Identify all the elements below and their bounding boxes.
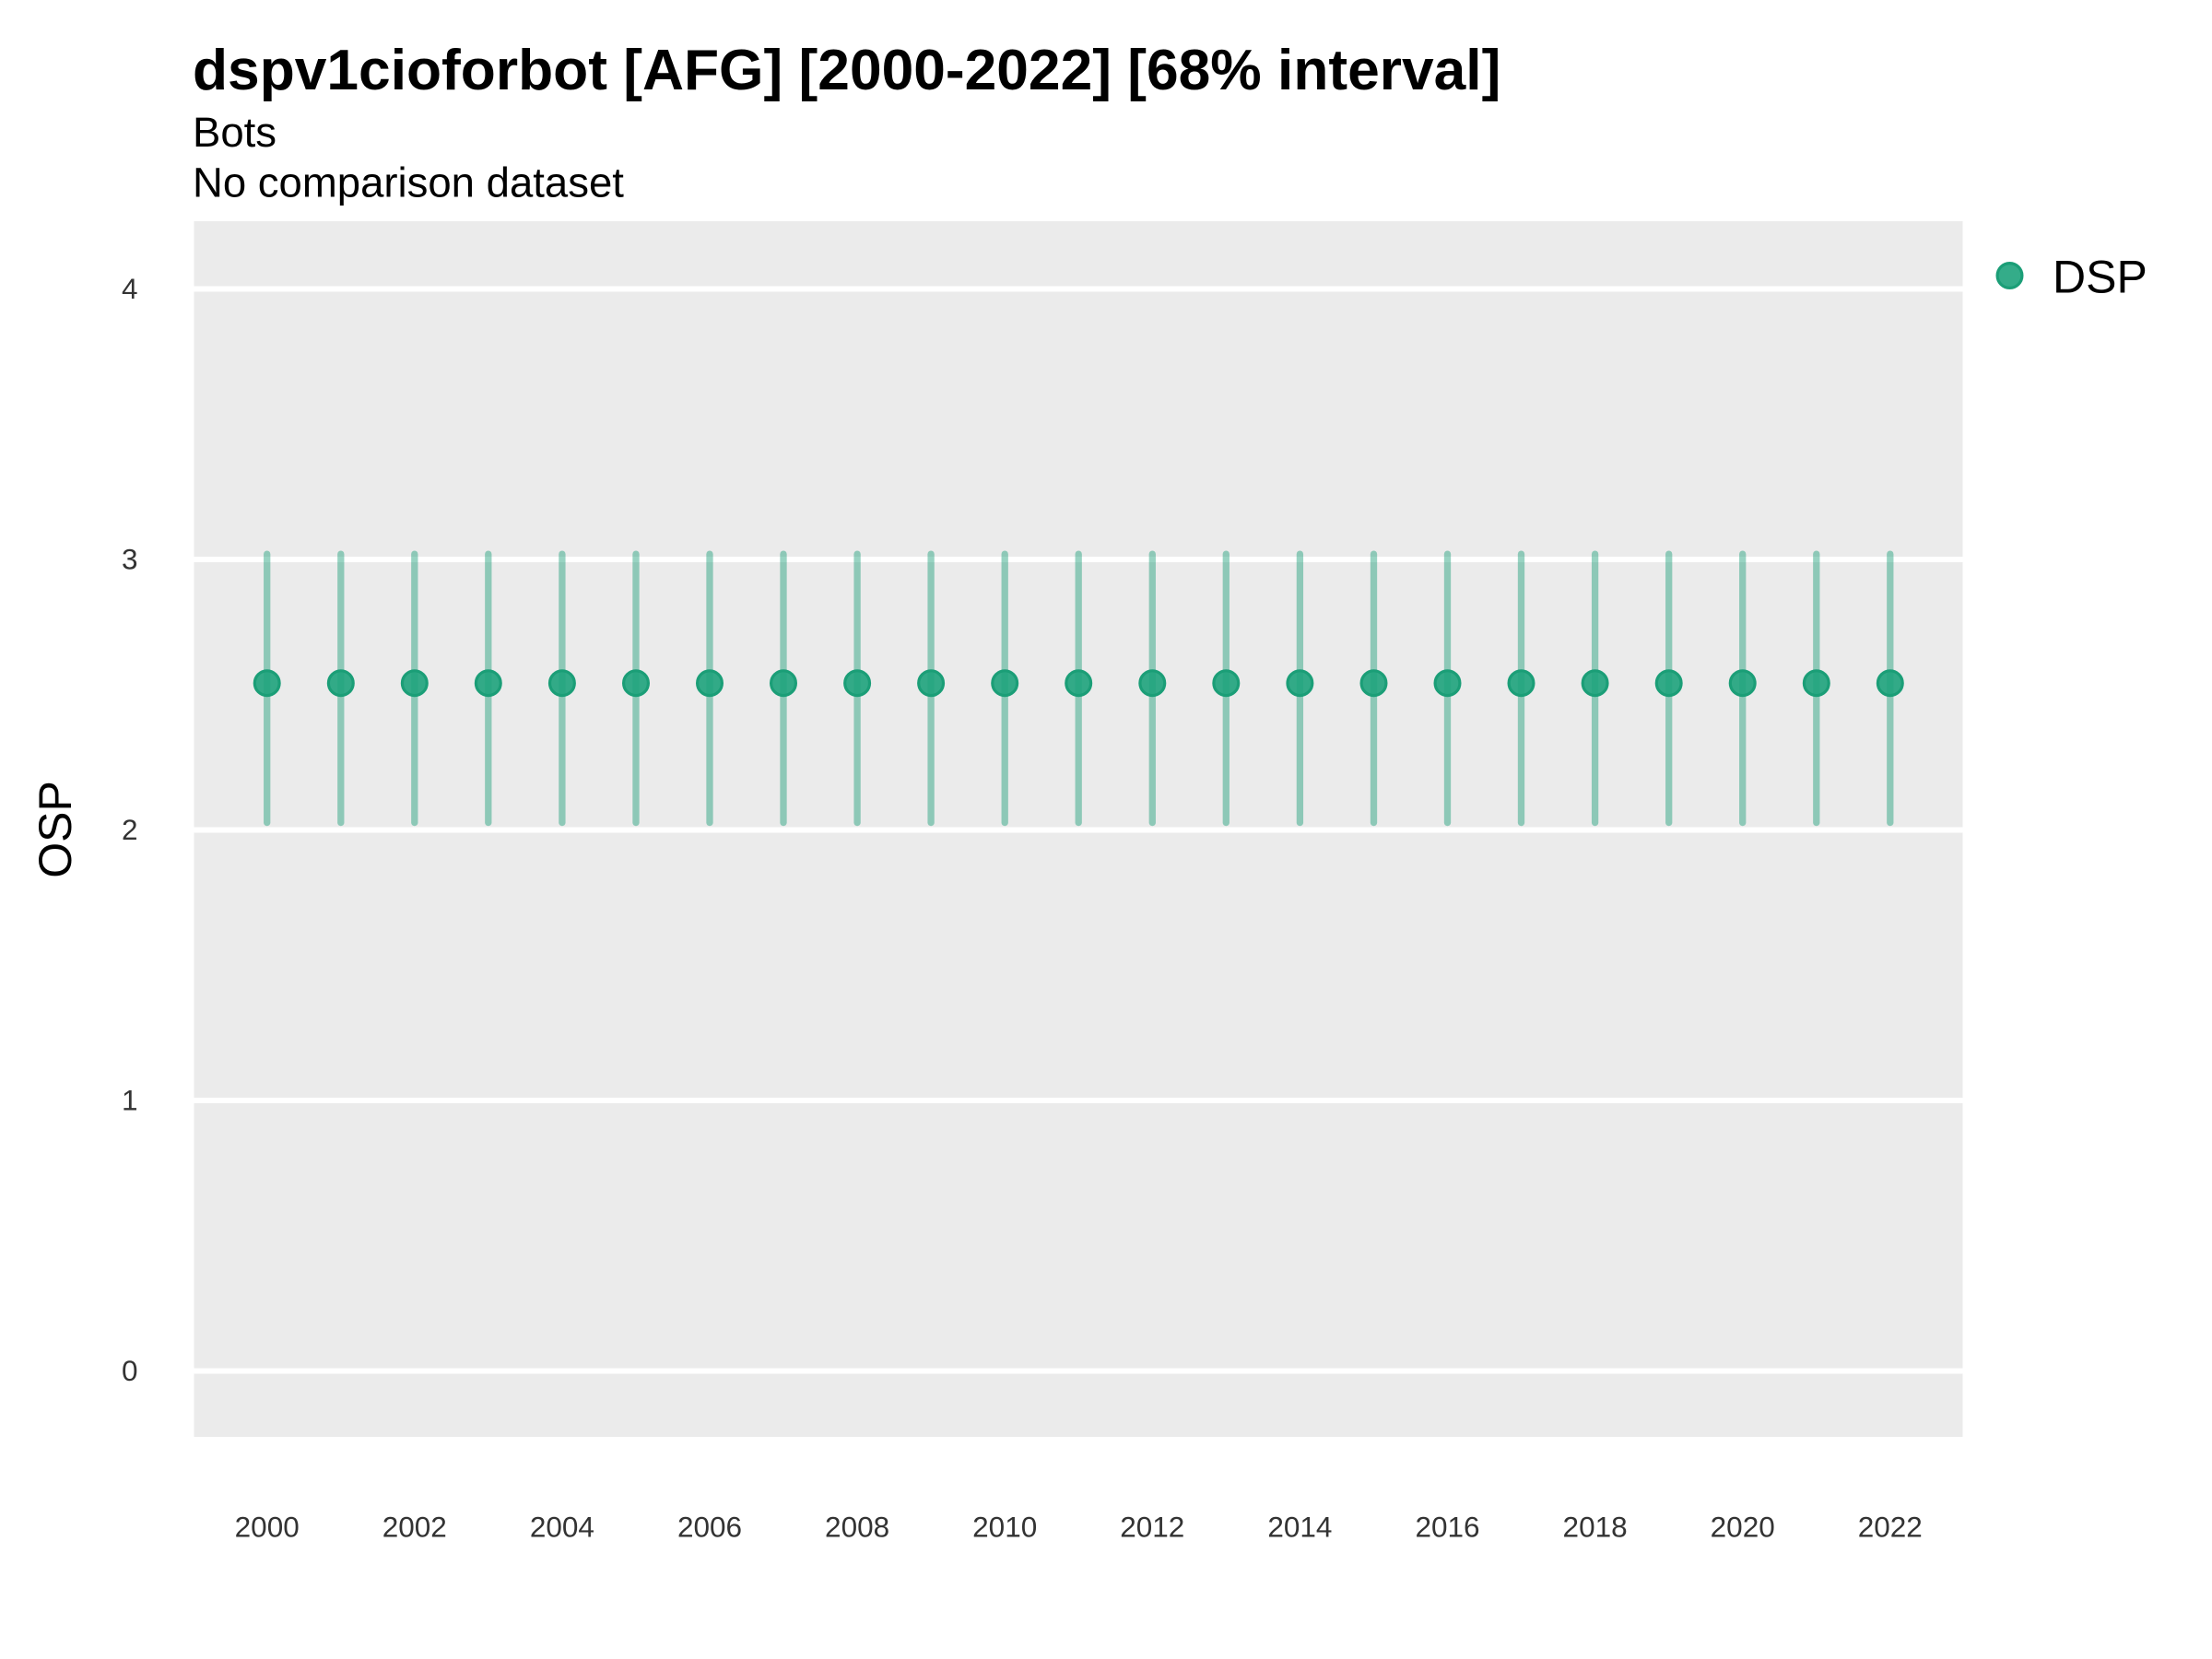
svg-text:2006: 2006: [677, 1511, 742, 1544]
svg-text:dspv1cioforbot [AFG] [2000-202: dspv1cioforbot [AFG] [2000-2022] [68% in…: [193, 39, 1500, 102]
svg-text:2004: 2004: [530, 1511, 594, 1544]
svg-text:2012: 2012: [1120, 1511, 1184, 1544]
svg-text:2: 2: [122, 813, 138, 846]
svg-text:4: 4: [122, 272, 138, 305]
svg-text:0: 0: [122, 1354, 138, 1387]
svg-text:3: 3: [122, 543, 138, 576]
svg-text:2016: 2016: [1415, 1511, 1479, 1544]
svg-text:1: 1: [122, 1084, 138, 1117]
svg-text:Bots: Bots: [193, 109, 276, 156]
svg-text:2020: 2020: [1711, 1511, 1775, 1544]
svg-text:2018: 2018: [1563, 1511, 1628, 1544]
svg-text:2008: 2008: [825, 1511, 889, 1544]
svg-text:No comparison dataset: No comparison dataset: [193, 159, 624, 206]
svg-text:DSP: DSP: [2053, 251, 2147, 302]
svg-text:2002: 2002: [382, 1511, 447, 1544]
svg-text:2010: 2010: [972, 1511, 1037, 1544]
svg-text:OSP: OSP: [29, 781, 81, 878]
svg-text:2000: 2000: [235, 1511, 300, 1544]
svg-text:2014: 2014: [1267, 1511, 1332, 1544]
svg-text:2022: 2022: [1858, 1511, 1923, 1544]
